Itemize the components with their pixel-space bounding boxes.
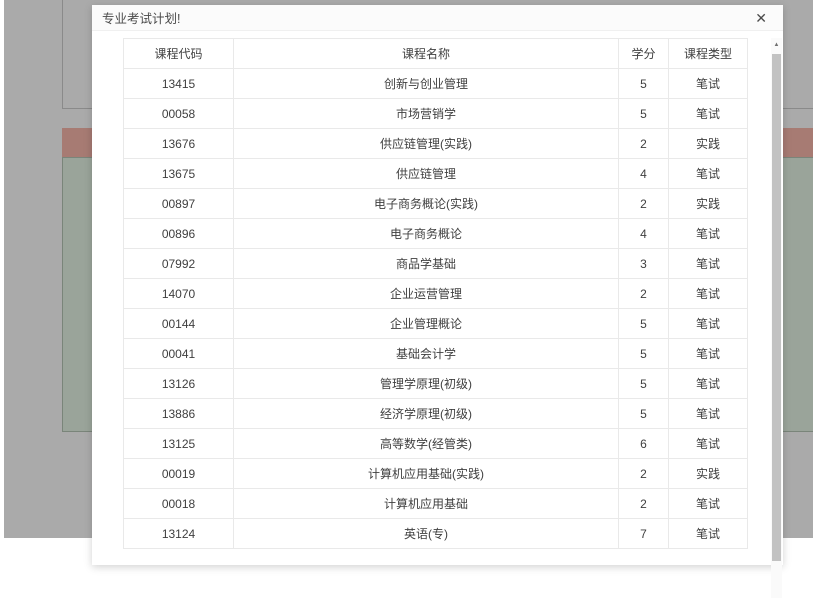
table-row: 13125 高等数学(经管类) 6 笔试	[123, 428, 748, 459]
table-row: 13124 英语(专) 7 笔试	[123, 518, 748, 549]
page-bottom-margin	[0, 538, 92, 544]
table-header-row: 课程代码 课程名称 学分 课程类型	[123, 38, 748, 69]
course-code: 13124	[123, 518, 234, 549]
course-code: 00041	[123, 338, 234, 369]
course-code: 13676	[123, 128, 234, 159]
table-row: 13126 管理学原理(初级) 5 笔试	[123, 368, 748, 399]
course-code: 13125	[123, 428, 234, 459]
course-type: 笔试	[668, 428, 748, 459]
course-name: 高等数学(经管类)	[233, 428, 619, 459]
course-name: 电子商务概论	[233, 218, 619, 249]
course-type: 实践	[668, 188, 748, 219]
table-row: 00058 市场营销学 5 笔试	[123, 98, 748, 129]
course-name: 管理学原理(初级)	[233, 368, 619, 399]
column-header-course-name: 课程名称	[233, 38, 619, 69]
credits: 2	[618, 278, 669, 309]
course-code: 07992	[123, 248, 234, 279]
course-name: 计算机应用基础	[233, 488, 619, 519]
course-code: 00058	[123, 98, 234, 129]
column-header-credits: 学分	[618, 38, 669, 69]
table-row: 13415 创新与创业管理 5 笔试	[123, 68, 748, 99]
course-code: 00018	[123, 488, 234, 519]
course-name: 市场营销学	[233, 98, 619, 129]
course-code: 00897	[123, 188, 234, 219]
course-code: 13126	[123, 368, 234, 399]
course-type: 实践	[668, 458, 748, 489]
course-code: 14070	[123, 278, 234, 309]
credits: 2	[618, 488, 669, 519]
column-header-course-type: 课程类型	[668, 38, 748, 69]
course-name: 电子商务概论(实践)	[233, 188, 619, 219]
course-name: 供应链管理	[233, 158, 619, 189]
course-name: 企业管理概论	[233, 308, 619, 339]
course-name: 商品学基础	[233, 248, 619, 279]
table-row: 13676 供应链管理(实践) 2 实践	[123, 128, 748, 159]
course-name: 计算机应用基础(实践)	[233, 458, 619, 489]
scrollbar-thumb[interactable]	[772, 54, 781, 561]
modal-body: 课程代码 课程名称 学分 课程类型 13415 创新与创业管理 5 笔试 00058 市场营销学…	[92, 38, 783, 598]
course-name: 基础会计学	[233, 338, 619, 369]
course-code: 00896	[123, 218, 234, 249]
credits: 5	[618, 98, 669, 129]
column-header-course-code: 课程代码	[123, 38, 234, 69]
course-type: 笔试	[668, 368, 748, 399]
course-type: 笔试	[668, 278, 748, 309]
table-row: 00896 电子商务概论 4 笔试	[123, 218, 748, 249]
course-code: 13886	[123, 398, 234, 429]
credits: 2	[618, 128, 669, 159]
credits: 4	[618, 218, 669, 249]
course-name: 创新与创业管理	[233, 68, 619, 99]
credits: 2	[618, 188, 669, 219]
course-type: 笔试	[668, 338, 748, 369]
scroll-up-arrow-icon[interactable]: ▲	[771, 38, 782, 52]
course-type: 笔试	[668, 218, 748, 249]
credits: 6	[618, 428, 669, 459]
course-name: 供应链管理(实践)	[233, 128, 619, 159]
course-type: 笔试	[668, 248, 748, 279]
course-table-body: 13415 创新与创业管理 5 笔试 00058 市场营销学 5 笔试 13676 供应链管理(实…	[123, 68, 748, 549]
course-type: 笔试	[668, 308, 748, 339]
exam-plan-modal: 专业考试计划! ✕ 课程代码 课程名称 学分 课程类型 13415 创新与创业管理 5 笔试…	[92, 5, 783, 598]
page: 专业考试计划! ✕ 课程代码 课程名称 学分 课程类型 13415 创新与创业管理 5 笔试…	[0, 0, 813, 561]
scrollbar[interactable]: ▲	[771, 38, 782, 598]
credits: 4	[618, 158, 669, 189]
course-type: 笔试	[668, 518, 748, 549]
course-table: 课程代码 课程名称 学分 课程类型 13415 创新与创业管理 5 笔试 00058 市场营销学…	[123, 38, 748, 549]
course-type: 实践	[668, 128, 748, 159]
table-row: 00144 企业管理概论 5 笔试	[123, 308, 748, 339]
course-name: 英语(专)	[233, 518, 619, 549]
course-code: 00144	[123, 308, 234, 339]
course-type: 笔试	[668, 488, 748, 519]
course-name: 经济学原理(初级)	[233, 398, 619, 429]
table-row: 14070 企业运营管理 2 笔试	[123, 278, 748, 309]
modal-header: 专业考试计划! ✕	[92, 5, 783, 31]
credits: 5	[618, 68, 669, 99]
modal-title: 专业考试计划!	[102, 12, 181, 26]
table-row: 13886 经济学原理(初级) 5 笔试	[123, 398, 748, 429]
table-row: 13675 供应链管理 4 笔试	[123, 158, 748, 189]
table-row: 00897 电子商务概论(实践) 2 实践	[123, 188, 748, 219]
credits: 5	[618, 398, 669, 429]
course-type: 笔试	[668, 68, 748, 99]
course-type: 笔试	[668, 158, 748, 189]
credits: 5	[618, 308, 669, 339]
credits: 3	[618, 248, 669, 279]
table-row: 00019 计算机应用基础(实践) 2 实践	[123, 458, 748, 489]
credits: 7	[618, 518, 669, 549]
page-left-margin	[0, 0, 4, 544]
credits: 2	[618, 458, 669, 489]
course-type: 笔试	[668, 398, 748, 429]
course-name: 企业运营管理	[233, 278, 619, 309]
table-row: 07992 商品学基础 3 笔试	[123, 248, 748, 279]
table-row: 00018 计算机应用基础 2 笔试	[123, 488, 748, 519]
credits: 5	[618, 368, 669, 399]
credits: 5	[618, 338, 669, 369]
table-row: 00041 基础会计学 5 笔试	[123, 338, 748, 369]
close-icon[interactable]: ✕	[755, 9, 767, 26]
course-type: 笔试	[668, 98, 748, 129]
course-code: 13415	[123, 68, 234, 99]
course-code: 13675	[123, 158, 234, 189]
course-code: 00019	[123, 458, 234, 489]
